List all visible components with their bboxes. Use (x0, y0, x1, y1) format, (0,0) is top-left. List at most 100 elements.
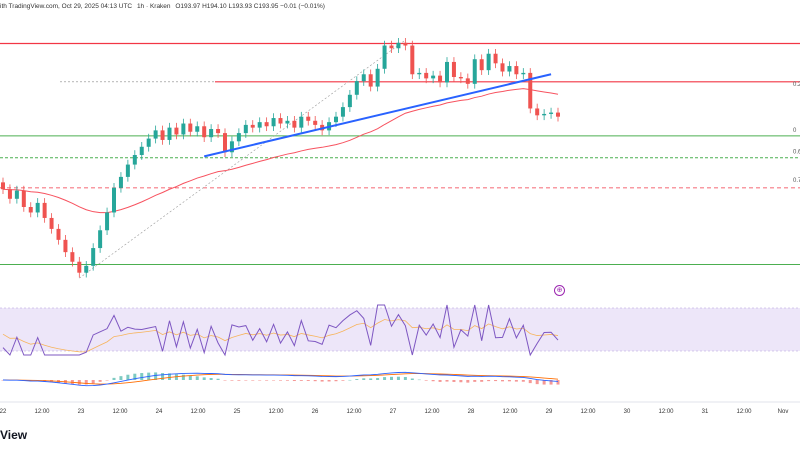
candle-body (340, 107, 345, 117)
candle-body (174, 127, 179, 135)
macd-histogram-bar (77, 380, 81, 385)
macd-histogram-bar (292, 380, 296, 382)
macd-histogram-bar (279, 380, 282, 381)
macd-histogram-bar (112, 377, 116, 380)
macd-histogram-bar (424, 380, 428, 381)
macd-histogram-bar (195, 376, 199, 380)
macd-histogram-bar (383, 377, 387, 380)
macd-histogram-bar (181, 374, 185, 380)
candle-body (146, 138, 151, 147)
macd-histogram-bar (445, 380, 449, 382)
chart-header: ith TradingView.com, Oct 29, 2025 04:13 … (0, 3, 328, 10)
macd-histogram-bar (431, 380, 435, 382)
macd-histogram-bar (306, 380, 310, 381)
candle-body (223, 133, 227, 153)
x-tick-label: 29 (546, 409, 553, 415)
macd-histogram-bar (272, 380, 276, 381)
macd-histogram-bar (376, 378, 380, 380)
macd-histogram-bar (154, 372, 158, 380)
macd-histogram-bar (313, 380, 317, 382)
macd-histogram-bar (119, 376, 123, 380)
candle-body (306, 116, 311, 121)
macd-histogram-bar (417, 379, 421, 381)
candle-body (70, 252, 75, 262)
candle-body (278, 118, 283, 124)
alert-marker-icon[interactable]: ⊕ (554, 285, 565, 296)
x-tick-label: 23 (78, 409, 85, 415)
macd-histogram-bar (126, 374, 130, 380)
macd-histogram-bar (216, 378, 220, 380)
macd-histogram-bar (549, 380, 553, 385)
macd-histogram-bar (244, 380, 248, 381)
candle-body (236, 133, 241, 142)
candle-body (528, 72, 533, 109)
header-pair: 1h · Kraken (136, 3, 171, 10)
macd-histogram-bar (473, 380, 477, 382)
macd-histogram-bar (390, 376, 393, 380)
macd-histogram-bar (265, 380, 269, 381)
header-source: ith TradingView.com, Oct 29, 2025 04:13 … (0, 3, 133, 10)
x-tick-label: 12:00 (268, 409, 284, 415)
candle-body (514, 66, 519, 75)
macd-histogram-bar (285, 380, 289, 381)
macd-histogram-bar (480, 380, 484, 382)
candle-body (507, 66, 512, 72)
macd-histogram-bar (355, 379, 359, 380)
candle-body (250, 124, 255, 128)
x-tick-label: 12:00 (34, 409, 50, 415)
candle-body (549, 112, 554, 114)
candle-body (431, 75, 436, 79)
macd-histogram-bar (105, 380, 109, 381)
x-tick-label: 27 (390, 409, 397, 415)
macd-histogram-bar (403, 376, 407, 380)
candle-body (556, 112, 560, 117)
macd-histogram-bar (168, 373, 171, 380)
x-tick-label: 24 (156, 409, 163, 415)
candle-body (49, 217, 54, 229)
candle-body (479, 59, 484, 71)
macd-histogram-bar (327, 380, 331, 382)
candle-body (202, 126, 207, 138)
rsi-line (2, 304, 559, 357)
x-tick-label: 12:00 (736, 409, 752, 415)
x-tick-label: 31 (702, 409, 709, 415)
candle-body (334, 116, 338, 123)
macd-histogram-bar (237, 380, 241, 381)
x-tick-label: 26 (312, 409, 319, 415)
macd-histogram-bar (542, 380, 546, 385)
candle-body (209, 129, 214, 138)
candle-body (375, 68, 380, 87)
candle-body (438, 75, 443, 83)
candle-body (347, 94, 352, 108)
candle-body (396, 42, 401, 49)
macd-histogram-bar (521, 380, 525, 382)
candle-body (63, 239, 68, 253)
candle-body (521, 72, 526, 75)
candle-body (21, 190, 26, 207)
x-tick-label: 30 (624, 409, 631, 415)
macd-histogram-bar (501, 380, 504, 382)
x-tick-label: 22 (0, 409, 7, 415)
candle-body (445, 61, 449, 83)
candle-body (132, 155, 137, 165)
candle-body (243, 124, 248, 134)
macd-histogram-bar (258, 380, 262, 381)
candle-body (195, 126, 200, 132)
macd-histogram-bar (466, 380, 470, 383)
candle-body (181, 123, 186, 135)
x-tick-label: 12:00 (580, 409, 596, 415)
candle-body (410, 45, 415, 75)
candle-body (105, 212, 110, 231)
candle-body (112, 187, 116, 213)
macd-histogram-bar (140, 373, 144, 380)
candle-body (486, 53, 491, 71)
rsi-signal-line (2, 319, 559, 353)
fib-label: 0.2 (793, 82, 800, 88)
macd-histogram-bar (341, 380, 345, 381)
tradingview-logo: View (0, 428, 28, 442)
macd-histogram-bar (188, 375, 192, 380)
candle-body (139, 146, 144, 155)
macd-histogram-bar (98, 380, 102, 382)
candle-body (299, 116, 304, 128)
